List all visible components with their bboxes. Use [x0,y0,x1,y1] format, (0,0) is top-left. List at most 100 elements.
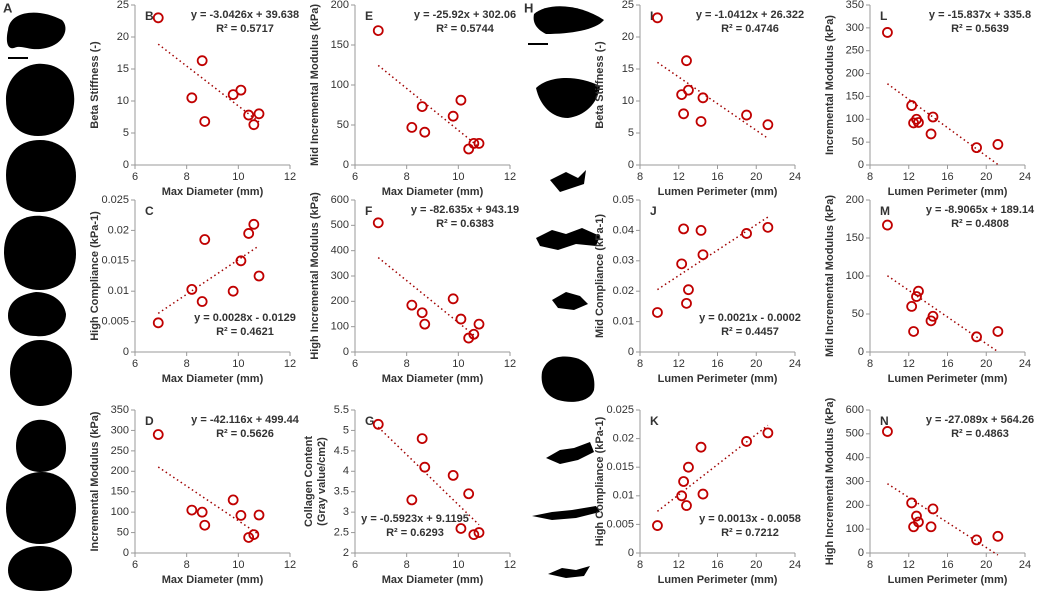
x-tick-label: 8 [637,358,643,370]
x-tick-label: 20 [750,559,762,571]
x-axis-title: Max Diameter (mm) [382,186,484,198]
data-point [455,94,467,106]
y-tick-label: 0.025 [101,194,129,206]
data-point [681,55,692,67]
x-axis-title: Lumen Perimeter (mm) [658,186,778,198]
x-tick-label: 16 [711,358,723,370]
y-tick-label: 4.5 [334,445,349,457]
x-tick-label: 12 [284,171,296,183]
data-point [468,137,480,149]
annotation: y = -15.837x + 335.8 [929,9,1031,21]
x-tick-label: 6 [132,171,138,183]
y-tick-label: 0.02 [108,224,129,236]
x-tick-label: 6 [352,358,358,370]
y-tick-label: 0.04 [613,224,634,236]
y-tick-label: 0.01 [613,316,634,328]
y-tick-label: 2.5 [334,526,349,538]
x-tick-label: 6 [352,171,358,183]
y-tick-label: 0.015 [606,461,634,473]
data-point [455,523,467,534]
y-tick-label: 0 [343,159,349,171]
data-point [473,137,485,149]
panel-label: C [145,204,154,218]
trendline [377,426,480,526]
y-tick-label: 5.5 [334,404,349,416]
y-axis-title: Collagen Content [303,436,315,527]
data-point [152,429,164,440]
x-tick-label: 20 [980,171,992,183]
data-point [455,313,467,325]
data-point [468,328,480,340]
annotation: y = -0.5923x + 9.1195 [361,513,469,525]
x-tick-label: 8 [867,559,873,571]
y-tick-label: 50 [852,308,864,320]
y-tick-label: 3.5 [334,486,349,498]
annotation: R² = 0.4808 [951,218,1009,230]
y-axis-title: High Compliance (kPa-1) [89,211,101,341]
x-tick-label: 10 [232,171,244,183]
y-tick-label: 100 [331,321,349,333]
data-point [416,307,428,319]
x-tick-label: 24 [1019,171,1031,183]
data-point [913,117,924,128]
y-axis-title: Mid Incremental Modulus (kPa) [309,4,321,166]
panel-label: F [365,204,372,218]
y-axis-title: Beta Stiffness (-) [89,41,101,129]
data-point [406,299,418,311]
data-point [992,530,1004,542]
x-tick-label: 12 [284,559,296,571]
data-point [199,519,211,531]
data-point [697,249,709,261]
data-point [882,426,893,437]
y-tick-label: 25 [117,0,129,11]
data-point [463,488,475,500]
annotation: y = -42.116x + 499.44 [191,414,300,426]
data-point [243,228,255,239]
x-tick-label: 16 [711,171,723,183]
y-tick-label: 3 [343,506,349,518]
data-point [196,506,208,518]
panel-label: N [880,414,889,428]
y-tick-label: 25 [622,0,634,11]
y-axis-title: High Compliance (kPa-1) [594,416,606,546]
y-axis-title: (Gray value/cm2) [316,437,328,526]
y-tick-label: 20 [117,31,129,43]
data-point [186,92,198,104]
data-point [762,427,774,439]
y-tick-label: 350 [846,0,864,11]
y-tick-label: 400 [331,245,349,257]
y-tick-label: 200 [846,67,864,79]
data-point [908,326,919,337]
x-tick-label: 12 [504,358,516,370]
data-point [468,529,480,541]
x-tick-label: 8 [184,358,190,370]
annotation: R² = 0.6293 [386,527,444,539]
trendline [656,424,769,512]
y-tick-label: 0 [123,346,129,358]
x-tick-label: 6 [352,559,358,571]
x-tick-label: 8 [867,171,873,183]
x-tick-label: 6 [132,358,138,370]
x-tick-label: 12 [903,171,915,183]
panel-label: J [650,204,657,218]
data-point [927,111,939,123]
data-point [762,221,774,233]
panel-label: I [650,9,653,23]
x-tick-label: 8 [404,559,410,571]
annotation: R² = 0.4621 [216,326,274,338]
y-axis-title: Mid Incremental Modulus (kPa) [824,195,836,357]
data-point [416,433,428,445]
y-tick-label: 250 [846,45,864,57]
data-point [678,108,689,120]
y-tick-label: 20 [622,31,634,43]
x-axis-title: Max Diameter (mm) [162,574,264,586]
x-tick-label: 12 [504,171,516,183]
panel-label: K [650,414,659,428]
data-point [652,307,663,318]
trendline [157,245,260,314]
vessel-silhouettes [4,6,604,591]
annotation: y = -8.9065x + 189.14 [926,204,1035,216]
x-axis-title: Lumen Perimeter (mm) [658,574,778,586]
data-point [235,84,247,96]
